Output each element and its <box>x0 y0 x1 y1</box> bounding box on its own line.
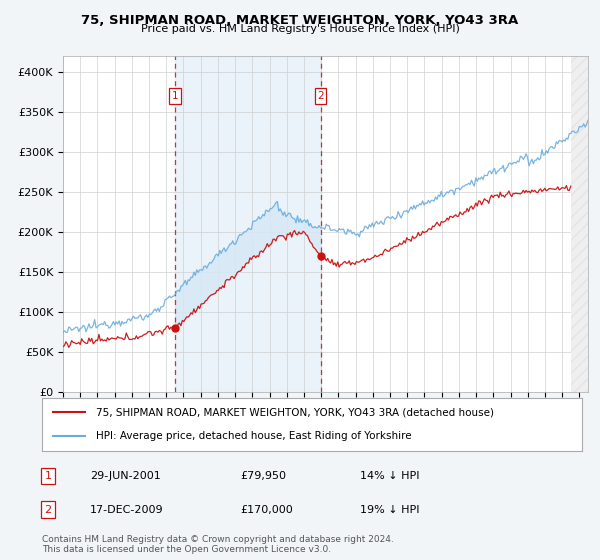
Text: Price paid vs. HM Land Registry's House Price Index (HPI): Price paid vs. HM Land Registry's House … <box>140 24 460 34</box>
Text: HPI: Average price, detached house, East Riding of Yorkshire: HPI: Average price, detached house, East… <box>96 431 412 441</box>
Bar <box>571 56 588 392</box>
Text: 17-DEC-2009: 17-DEC-2009 <box>90 505 164 515</box>
Text: 19% ↓ HPI: 19% ↓ HPI <box>360 505 419 515</box>
Text: 1: 1 <box>172 91 178 101</box>
Text: 2: 2 <box>317 91 324 101</box>
Text: 2: 2 <box>44 505 52 515</box>
Bar <box>571 56 588 392</box>
Text: 29-JUN-2001: 29-JUN-2001 <box>90 471 161 481</box>
Bar <box>175 56 320 392</box>
Text: £79,950: £79,950 <box>240 471 286 481</box>
Text: 1: 1 <box>44 471 52 481</box>
Text: 14% ↓ HPI: 14% ↓ HPI <box>360 471 419 481</box>
Text: 75, SHIPMAN ROAD, MARKET WEIGHTON, YORK, YO43 3RA: 75, SHIPMAN ROAD, MARKET WEIGHTON, YORK,… <box>82 14 518 27</box>
Text: £170,000: £170,000 <box>240 505 293 515</box>
Text: Contains HM Land Registry data © Crown copyright and database right 2024.
This d: Contains HM Land Registry data © Crown c… <box>42 535 394 554</box>
Text: 75, SHIPMAN ROAD, MARKET WEIGHTON, YORK, YO43 3RA (detached house): 75, SHIPMAN ROAD, MARKET WEIGHTON, YORK,… <box>96 408 494 418</box>
